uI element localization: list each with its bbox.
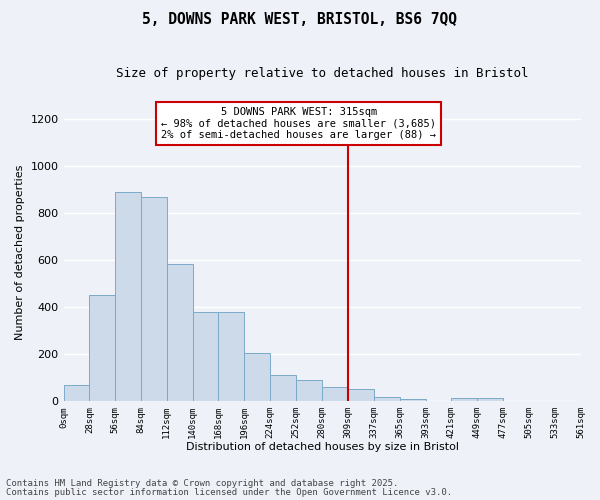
Bar [244, 353, 270, 401]
Bar [89, 296, 115, 401]
Bar [115, 192, 141, 401]
Bar [64, 385, 89, 401]
Title: Size of property relative to detached houses in Bristol: Size of property relative to detached ho… [116, 68, 528, 80]
Text: 5 DOWNS PARK WEST: 315sqm
← 98% of detached houses are smaller (3,685)
2% of sem: 5 DOWNS PARK WEST: 315sqm ← 98% of detac… [161, 107, 436, 140]
Bar [193, 312, 218, 401]
Bar [477, 398, 503, 401]
Bar [400, 400, 425, 401]
Bar [451, 398, 477, 401]
Text: Contains public sector information licensed under the Open Government Licence v3: Contains public sector information licen… [6, 488, 452, 497]
Bar [296, 380, 322, 401]
Text: 5, DOWNS PARK WEST, BRISTOL, BS6 7QQ: 5, DOWNS PARK WEST, BRISTOL, BS6 7QQ [143, 12, 458, 28]
Bar [270, 376, 296, 401]
Y-axis label: Number of detached properties: Number of detached properties [15, 164, 25, 340]
Bar [348, 390, 374, 401]
Bar [141, 196, 167, 401]
X-axis label: Distribution of detached houses by size in Bristol: Distribution of detached houses by size … [185, 442, 458, 452]
Bar [218, 312, 244, 401]
Bar [322, 387, 348, 401]
Bar [167, 264, 193, 401]
Bar [374, 397, 400, 401]
Text: Contains HM Land Registry data © Crown copyright and database right 2025.: Contains HM Land Registry data © Crown c… [6, 478, 398, 488]
